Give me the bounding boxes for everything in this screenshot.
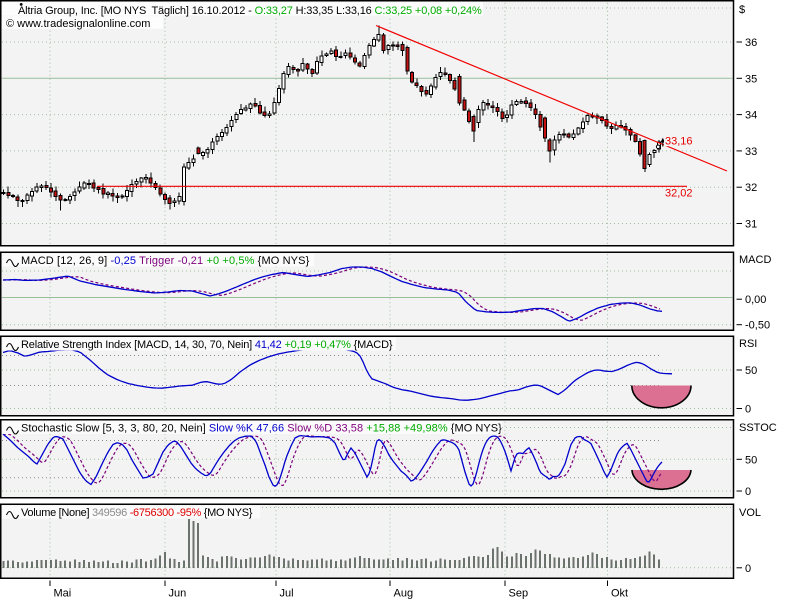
svg-text:Altria Group, Inc. [MO NYS Täg: Altria Group, Inc. [MO NYS Täglich] 16.1… — [18, 5, 482, 17]
svg-text:32,02: 32,02 — [665, 188, 693, 200]
svg-text:Aug: Aug — [394, 588, 414, 600]
svg-text:SSTOC: SSTOC — [739, 422, 777, 434]
svg-text:Okt: Okt — [611, 588, 628, 600]
svg-text:50: 50 — [745, 365, 757, 377]
svg-text:-0,50: -0,50 — [745, 320, 770, 332]
svg-text:Jul: Jul — [280, 588, 294, 600]
svg-text:Jun: Jun — [169, 588, 187, 600]
svg-text:MACD [12, 26, 9] -0,25 Trigger: MACD [12, 26, 9] -0,25 Trigger -0,21 +0 … — [21, 255, 310, 267]
svg-text:32: 32 — [745, 182, 757, 194]
svg-text:31: 31 — [745, 219, 757, 231]
svg-text:50: 50 — [745, 454, 757, 466]
svg-text:RSI: RSI — [739, 338, 757, 350]
svg-text:36: 36 — [745, 37, 757, 49]
svg-text:MACD: MACD — [739, 254, 771, 266]
svg-text:$: $ — [739, 4, 745, 16]
svg-text:© www.tradesignalonline.com: © www.tradesignalonline.com — [6, 18, 150, 30]
svg-text:0: 0 — [745, 563, 751, 575]
svg-text:Relative Strength Index [MACD,: Relative Strength Index [MACD, 14, 30, 7… — [21, 339, 393, 351]
svg-text:0: 0 — [745, 486, 751, 498]
svg-text:0: 0 — [745, 404, 751, 416]
svg-text:Sep: Sep — [509, 588, 529, 600]
svg-text:Mai: Mai — [54, 588, 72, 600]
svg-text:Stochastic Slow [5, 3, 3, 80,: Stochastic Slow [5, 3, 3, 80, 20, Nein] … — [21, 423, 502, 435]
svg-text:34: 34 — [745, 110, 757, 122]
svg-text:35: 35 — [745, 73, 757, 85]
svg-text:33,16: 33,16 — [665, 136, 693, 148]
svg-text:33: 33 — [745, 146, 757, 158]
svg-text:0,00: 0,00 — [745, 294, 766, 306]
svg-text:VOL: VOL — [739, 507, 761, 519]
svg-text:Volume [None] 349596 -6756300: Volume [None] 349596 -6756300 -95% {MO N… — [21, 507, 253, 519]
